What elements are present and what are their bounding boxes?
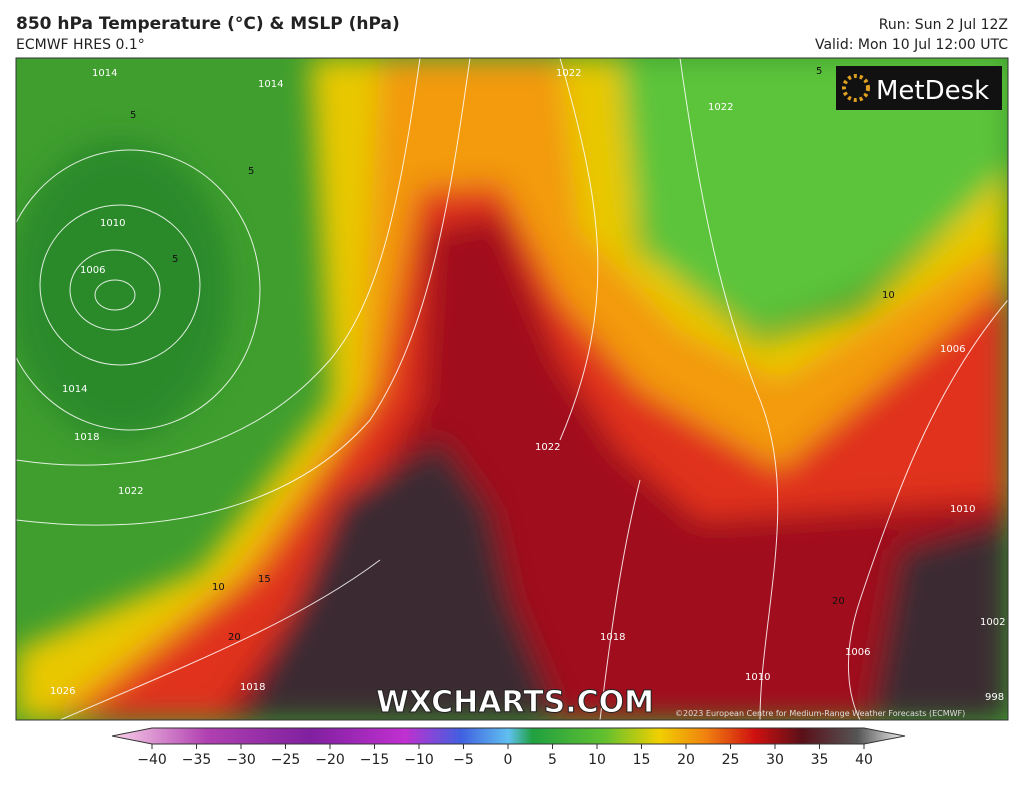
temperature-label: 5 [172, 254, 178, 265]
isobar-label: 1022 [556, 68, 581, 79]
isobar-label: 1022 [118, 486, 143, 497]
watermark: WXCHARTS.COM [376, 685, 654, 720]
isobar-label: 1006 [940, 344, 965, 355]
colorbar-tick-label: −5 [453, 752, 474, 768]
isobar-label: 1014 [258, 79, 283, 90]
header: 850 hPa Temperature (°C) & MSLP (hPa) EC… [16, 14, 1008, 53]
colorbar-tick-label: 30 [766, 752, 784, 768]
temperature-labels: 5 5 5 5 10 15 20 10 20 [130, 66, 895, 643]
isobars [16, 58, 1008, 720]
colorbar-tick-label: −20 [315, 752, 345, 768]
logo-text: MetDesk [876, 76, 989, 106]
colorbar-tick-label: −40 [137, 752, 167, 768]
colorbar-tick-label: 5 [548, 752, 557, 768]
colorbar-tick-label: 20 [677, 752, 695, 768]
colorbar-scale [111, 727, 906, 745]
temperature-label: 20 [832, 596, 845, 607]
isobar-label: 998 [985, 692, 1004, 703]
isobar-label: 1014 [92, 68, 117, 79]
colorbar-tick-label: −10 [404, 752, 434, 768]
colorbar-tick-label: −30 [226, 752, 256, 768]
isobar-label: 1014 [62, 384, 87, 395]
colorbar-tick-label: −15 [360, 752, 390, 768]
isobar-label: 1006 [80, 265, 105, 276]
temperature-label: 15 [258, 574, 271, 585]
colorbar-tick-label: 40 [855, 752, 873, 768]
run-time: Run: Sun 2 Jul 12Z [879, 17, 1008, 33]
temperature-label: 10 [212, 582, 225, 593]
colorbar-tick-label: −35 [182, 752, 212, 768]
colorbar: −40 −35 −30 −25 −20 −15 −10 −5 0 5 10 15 20 25 30 35 40 [111, 727, 906, 768]
logo: MetDesk [836, 66, 1002, 110]
subtitle: ECMWF HRES 0.1° [16, 37, 145, 53]
colorbar-tick-label: 35 [811, 752, 829, 768]
temperature-label: 5 [248, 166, 254, 177]
temperature-label: 10 [882, 290, 895, 301]
colorbar-tick-label: 10 [588, 752, 606, 768]
colorbar-tick-label: 15 [633, 752, 651, 768]
isobar-label: 1010 [950, 504, 975, 515]
isobar-label: 1010 [100, 218, 125, 229]
isobar-labels: 1014 1014 1010 1006 1014 1018 1022 1026 … [50, 68, 1005, 703]
isobar-label: 1018 [74, 432, 99, 443]
map-frame [15, 57, 1009, 721]
isobar-label: 1018 [600, 632, 625, 643]
title: 850 hPa Temperature (°C) & MSLP (hPa) [16, 14, 400, 34]
copyright: ©2023 European Centre for Medium-Range W… [675, 709, 965, 718]
valid-time: Valid: Mon 10 Jul 12:00 UTC [815, 37, 1008, 53]
map: 1014 1014 1010 1006 1014 1018 1022 1026 … [16, 58, 1008, 720]
colorbar-tick-label: 25 [722, 752, 740, 768]
colorbar-tick-label: 0 [504, 752, 513, 768]
isobar-label: 1022 [708, 102, 733, 113]
isobar-label: 1022 [535, 442, 560, 453]
temperature-label: 5 [130, 110, 136, 121]
isobar-label: 1018 [240, 682, 265, 693]
isobar-label: 1006 [845, 647, 870, 658]
isobar-label: 1026 [50, 686, 75, 697]
temperature-label: 5 [816, 66, 822, 77]
temperature-label: 20 [228, 632, 241, 643]
colorbar-tick-label: −25 [271, 752, 301, 768]
isobar-label: 1010 [745, 672, 770, 683]
isobar-label: 1002 [980, 617, 1005, 628]
